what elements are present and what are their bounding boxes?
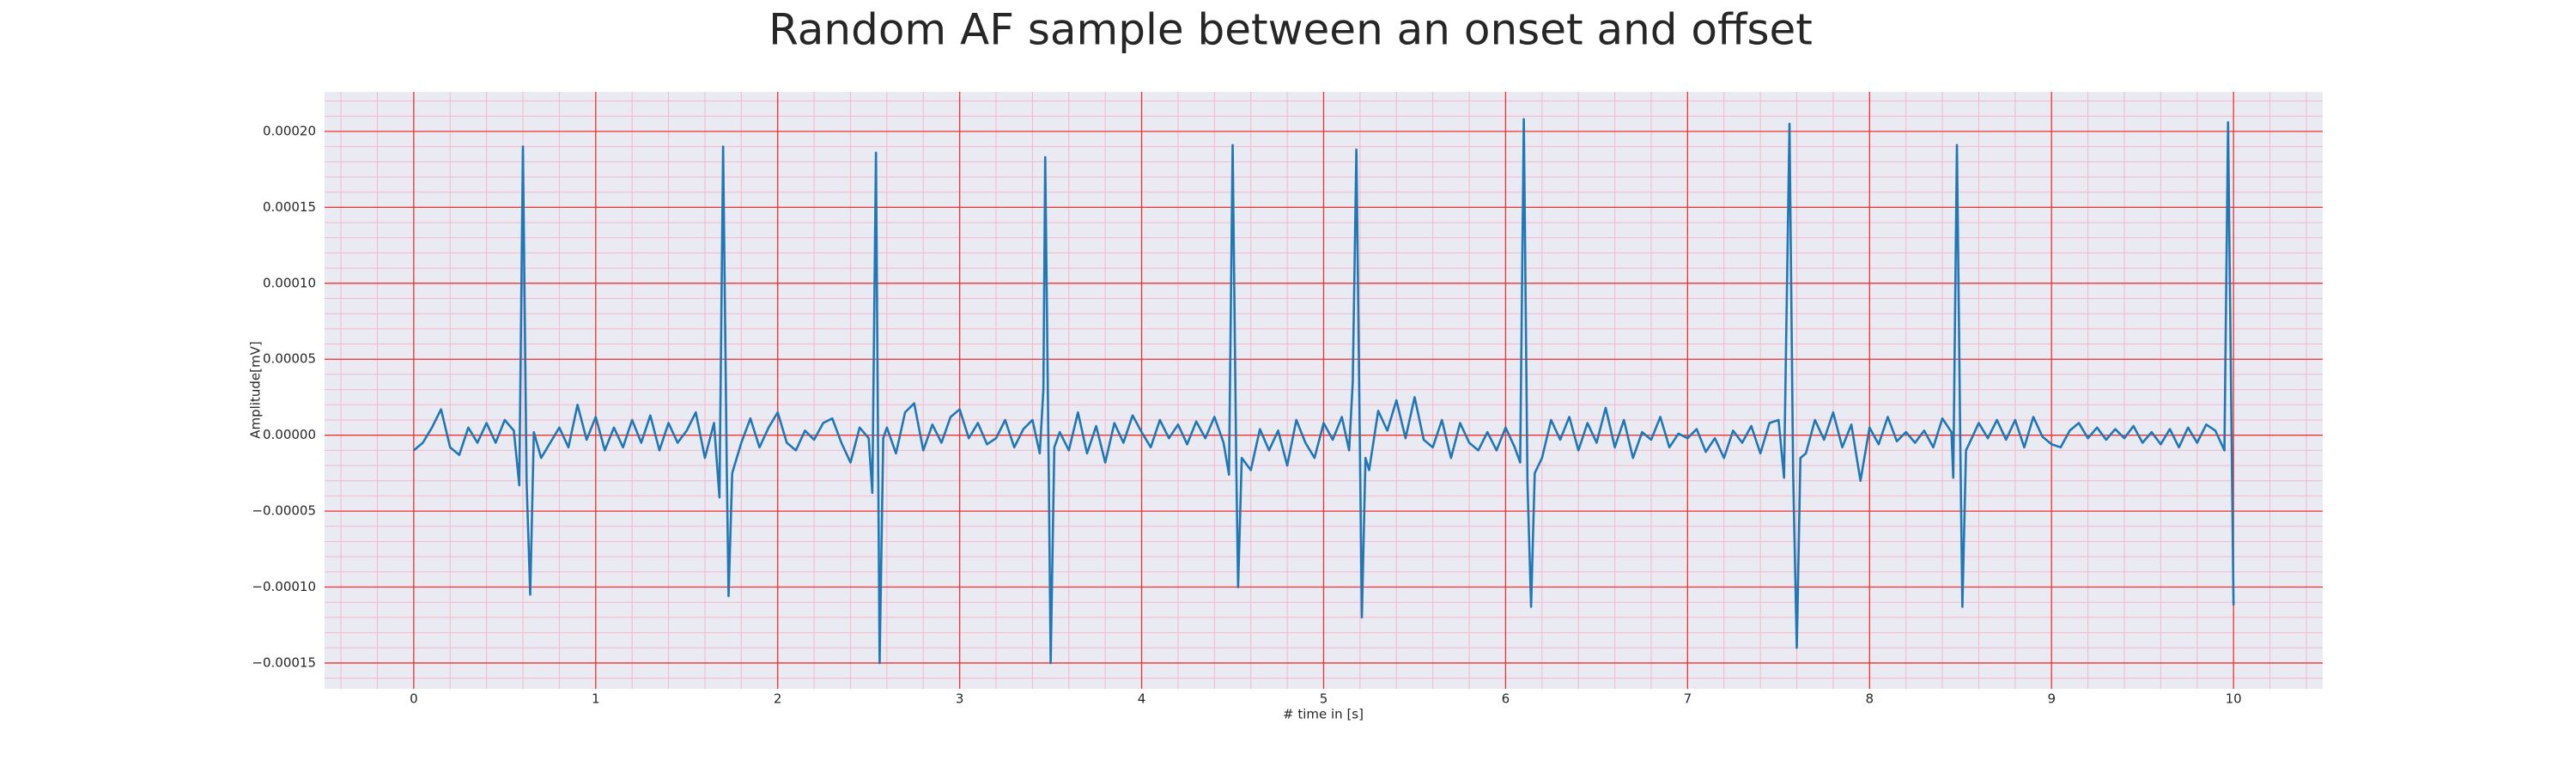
series-line xyxy=(413,118,2235,665)
y-tick-label: −0.00015 xyxy=(252,654,316,670)
y-tick-label: −0.00010 xyxy=(252,579,316,594)
x-tick-label: 3 xyxy=(956,691,964,707)
y-tick-label: 0.00005 xyxy=(263,351,316,367)
y-axis-label: Amplitude[mV] xyxy=(248,341,264,438)
y-tick-label: 0.00010 xyxy=(263,275,316,290)
x-tick-label: 4 xyxy=(1138,691,1146,707)
x-tick-label: 1 xyxy=(592,691,600,707)
x-tick-label: 5 xyxy=(1320,691,1328,707)
x-tick-label: 6 xyxy=(1502,691,1510,707)
chart-title: Random AF sample between an onset and of… xyxy=(769,5,1813,55)
x-tick-label: 9 xyxy=(2047,691,2056,707)
x-axis-label: # time in [s] xyxy=(1283,707,1364,722)
y-tick-label: 0.00000 xyxy=(263,427,316,442)
y-tick-label: 0.00015 xyxy=(263,199,316,215)
y-tick-label: −0.00005 xyxy=(252,503,316,519)
x-tick-label: 2 xyxy=(774,691,782,707)
x-tick-label: 10 xyxy=(2226,691,2242,707)
x-tick-label: 8 xyxy=(1866,691,1874,707)
x-tick-label: 7 xyxy=(1684,691,1692,707)
x-tick-label: 0 xyxy=(410,691,418,707)
y-tick-label: 0.00020 xyxy=(263,123,316,138)
